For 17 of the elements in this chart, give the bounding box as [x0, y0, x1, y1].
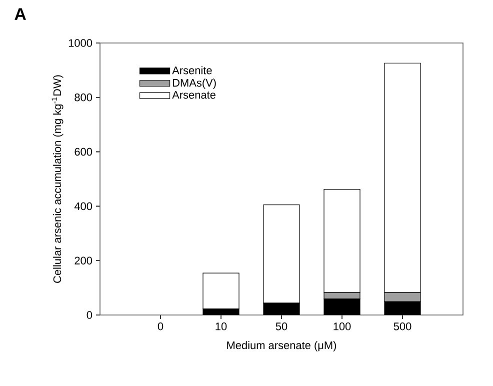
y-axis-title: Cellular arsenic accumulation (mg kg$^{-1}$DW): [52, 75, 64, 283]
y-tick-label: 400: [74, 202, 92, 210]
legend-label: DMAs(V): [172, 78, 216, 89]
legend-label: Arsenite: [172, 66, 212, 74]
x-tick-label: 100: [334, 322, 351, 330]
y-tick-label: 200: [74, 256, 92, 264]
chart-title: A: [14, 8, 26, 20]
x-tick-label: 10: [216, 322, 227, 330]
x-axis-title: Medium arsenate (μM): [227, 341, 336, 352]
x-tick-label: 50: [276, 322, 288, 330]
y-tick-label: 600: [74, 148, 92, 156]
y-tick-label: 800: [74, 94, 92, 102]
x-tick-label: 500: [394, 322, 412, 330]
y-tick-label: 1000: [68, 39, 92, 47]
y-tick-label: 0: [86, 311, 92, 319]
x-tick-label: 0: [158, 322, 164, 330]
legend-label: Arsenate: [172, 91, 216, 99]
